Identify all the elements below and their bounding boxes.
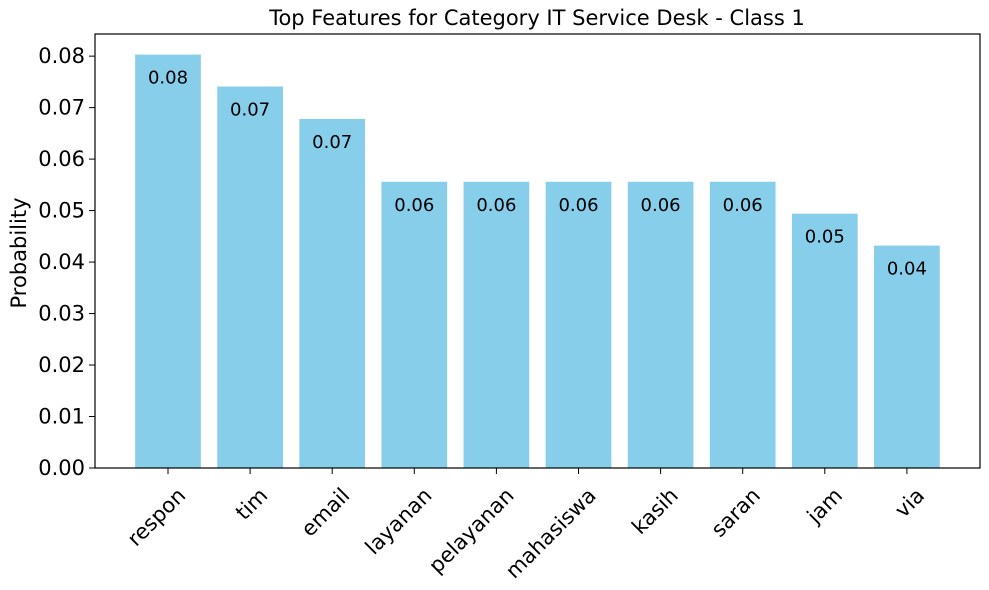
bar-layanan: [381, 181, 448, 469]
bar-email: [299, 118, 366, 468]
y-tick-label: 0.04: [38, 250, 85, 274]
x-tick-label-jam: jam: [802, 483, 847, 528]
bar-kasih: [627, 181, 694, 469]
plot-frame: [94, 33, 981, 469]
y-tick-label: 0.02: [38, 353, 85, 377]
y-tick-label: 0.06: [38, 147, 85, 171]
y-tick-label: 0.01: [38, 405, 85, 429]
y-tick-label: 0.00: [38, 456, 85, 480]
x-tick-label-tim: tim: [231, 483, 272, 524]
bar-via: [874, 245, 940, 468]
y-axis-label: Probability: [7, 197, 31, 308]
value-label-layanan: 0.06: [394, 195, 434, 216]
x-tick-label-email: email: [297, 483, 355, 541]
x-tick-label-respon: respon: [123, 483, 191, 551]
bar-pelayanan: [463, 181, 530, 469]
value-label-respon: 0.08: [148, 68, 188, 89]
x-tick-label-layanan: layanan: [361, 483, 437, 559]
x-tick-label-saran: saran: [707, 483, 765, 541]
chart-title: Top Features for Category IT Service Des…: [268, 6, 805, 30]
value-label-pelayanan: 0.06: [476, 195, 516, 216]
y-axis: 0.00 0.01 0.02 0.03 0.04 0.05 0.06 0.07 0.08: [38, 44, 95, 480]
value-label-jam: 0.05: [805, 227, 845, 248]
bar-tim: [217, 86, 283, 469]
y-tick-label: 0.08: [38, 44, 85, 68]
y-tick-label: 0.03: [38, 302, 85, 326]
y-tick-label: 0.05: [38, 199, 85, 223]
bars: [135, 54, 940, 469]
bar-respon: [135, 54, 201, 469]
value-label-tim: 0.07: [230, 100, 270, 121]
x-tick-label-kasih: kasih: [627, 483, 683, 539]
bar-saran: [709, 181, 776, 469]
bar-mahasiswa: [545, 181, 612, 469]
bar-jam: [791, 213, 858, 468]
value-label-mahasiswa: 0.06: [558, 195, 598, 216]
value-label-via: 0.04: [887, 259, 927, 280]
value-labels: 0.08 0.07 0.07 0.06 0.06 0.06 0.06 0.06 0.05 0.04: [148, 68, 927, 280]
y-tick-label: 0.07: [38, 96, 85, 120]
x-tick-label-via: via: [890, 483, 929, 522]
value-label-email: 0.07: [312, 132, 352, 153]
value-label-kasih: 0.06: [641, 195, 681, 216]
value-label-saran: 0.06: [723, 195, 763, 216]
